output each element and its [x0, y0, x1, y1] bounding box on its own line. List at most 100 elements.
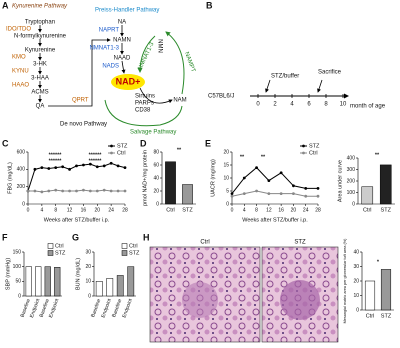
- data-point: [68, 167, 71, 171]
- image-label: Ctrl: [200, 240, 209, 246]
- x-tick-label: 12: [67, 207, 73, 213]
- chart: 0 5 10 15 20 UACR (mg/mg) Weeks after STZ/buff…: [210, 143, 321, 223]
- data-point: [255, 189, 258, 193]
- annotation: ******: [89, 158, 103, 164]
- data-point: [61, 189, 65, 193]
- data-point: [279, 192, 283, 196]
- x-tick-label: 8: [54, 207, 57, 213]
- y-tick-label: 600: [17, 149, 26, 155]
- x-tick-label: STZ: [182, 207, 193, 213]
- bar: [35, 266, 42, 297]
- y-tick-label: 0: [226, 201, 229, 207]
- x-tick-label: 16: [81, 207, 87, 213]
- data-point: [75, 189, 78, 193]
- y-axis-label: pmol NAD+/mg protein: [142, 150, 148, 206]
- consumer: CD38: [135, 108, 151, 114]
- bar: [95, 281, 103, 297]
- glomerulus: [182, 282, 218, 318]
- series-line: [231, 190, 318, 197]
- data-point: [304, 194, 308, 198]
- data-point: [82, 163, 85, 167]
- legend-label: STZ: [117, 143, 128, 149]
- y-tick-label: 15: [223, 162, 229, 168]
- data-point: [82, 188, 85, 192]
- timeline-tick-label: 10: [340, 102, 347, 108]
- x-axis-label: Weeks after STZ/buffer i.p.: [44, 217, 110, 223]
- chart: 0 100 200 300 400 Area under curve ** Ctrl STZ: [337, 152, 395, 213]
- annotation: *: [377, 259, 380, 265]
- data-point: [26, 189, 30, 193]
- data-point: [230, 192, 234, 196]
- y-axis-label: UACR (mg/mg): [210, 159, 216, 197]
- data-point: [88, 189, 92, 193]
- x-tick-label: Ctrl: [166, 207, 175, 213]
- x-tick-label: Ctrl: [363, 207, 372, 213]
- x-tick-label: 8: [255, 207, 258, 213]
- pathway-diagram: Kynurenine Pathway Tryptophan N-formylky…: [6, 4, 196, 136]
- bar: [379, 164, 392, 205]
- x-tick-label: STZ: [381, 313, 392, 319]
- enzyme: NAPRT: [99, 28, 120, 34]
- timeline: C57BL6/J STZ/buffer Sacrifice month of a…: [208, 70, 386, 110]
- y-tick-label: 60: [153, 162, 159, 168]
- data-point: [242, 192, 246, 196]
- event-label: Sacrifice: [318, 70, 342, 76]
- bar: [165, 161, 176, 205]
- bar: [361, 186, 374, 205]
- x-tick-label: 20: [291, 207, 297, 213]
- y-tick-label: 10: [223, 175, 229, 181]
- data-point: [47, 167, 51, 170]
- enzyme: NAMPT: [183, 51, 196, 73]
- data-point: [316, 194, 320, 198]
- legend-label: Ctrl: [55, 243, 64, 249]
- bar: [127, 266, 135, 297]
- metabolite: ACMS: [31, 90, 48, 96]
- annotation: **: [375, 152, 380, 158]
- enzyme: IDO/TDO: [6, 27, 31, 33]
- consumer: PARPs: [135, 101, 154, 107]
- y-tick-label: 100: [13, 264, 22, 270]
- data-point: [102, 188, 106, 192]
- timeline-tick-label: 4: [290, 102, 294, 108]
- event-arrow: [317, 79, 323, 93]
- y-tick-label: 150: [13, 249, 22, 255]
- x-tick-label: 24: [303, 207, 309, 213]
- data-point: [267, 179, 271, 183]
- y-tick-label: 300: [347, 167, 356, 173]
- y-axis-label: SBP (mmHg): [5, 258, 11, 290]
- y-tick-label: 0: [356, 307, 359, 313]
- data-point: [88, 162, 92, 166]
- y-tick-label: 20: [223, 149, 229, 155]
- bar: [380, 269, 392, 311]
- metabolite: Kynurenine: [25, 48, 56, 54]
- legend-swatch: [121, 243, 128, 249]
- data-point: [54, 188, 58, 192]
- data-point: [54, 166, 58, 170]
- x-tick-label: 4: [40, 207, 43, 213]
- x-axis-label: Weeks after STZ/buffer i.p.: [242, 217, 308, 223]
- enzyme: NADS: [102, 64, 119, 70]
- metabolite: NAAD: [114, 56, 131, 62]
- panel-label: F: [2, 232, 8, 242]
- y-tick-label: 0: [22, 201, 25, 207]
- legend-marker: [302, 151, 305, 155]
- y-tick-label: 10: [353, 293, 359, 299]
- data-point: [116, 164, 120, 168]
- chart: 0 20 40 60 80 pmol NAD+/mg protein ** Ctrl STZ: [142, 147, 196, 213]
- strain: C57BL6/J: [208, 94, 234, 100]
- y-tick-label: 200: [17, 184, 26, 190]
- y-tick-label: 50: [15, 279, 21, 285]
- bar: [364, 280, 376, 311]
- legend-label: STZ: [55, 250, 66, 256]
- timeline-tick-label: 6: [307, 102, 311, 108]
- metabolite: NAM: [173, 98, 186, 104]
- y-tick-label: 40: [353, 249, 359, 255]
- y-tick-label: 100: [347, 190, 356, 196]
- data-point: [75, 164, 78, 168]
- annotation: ******: [49, 158, 63, 164]
- legend-swatch: [47, 250, 54, 256]
- data-point: [33, 167, 37, 171]
- x-tick-label: STZ: [381, 207, 392, 213]
